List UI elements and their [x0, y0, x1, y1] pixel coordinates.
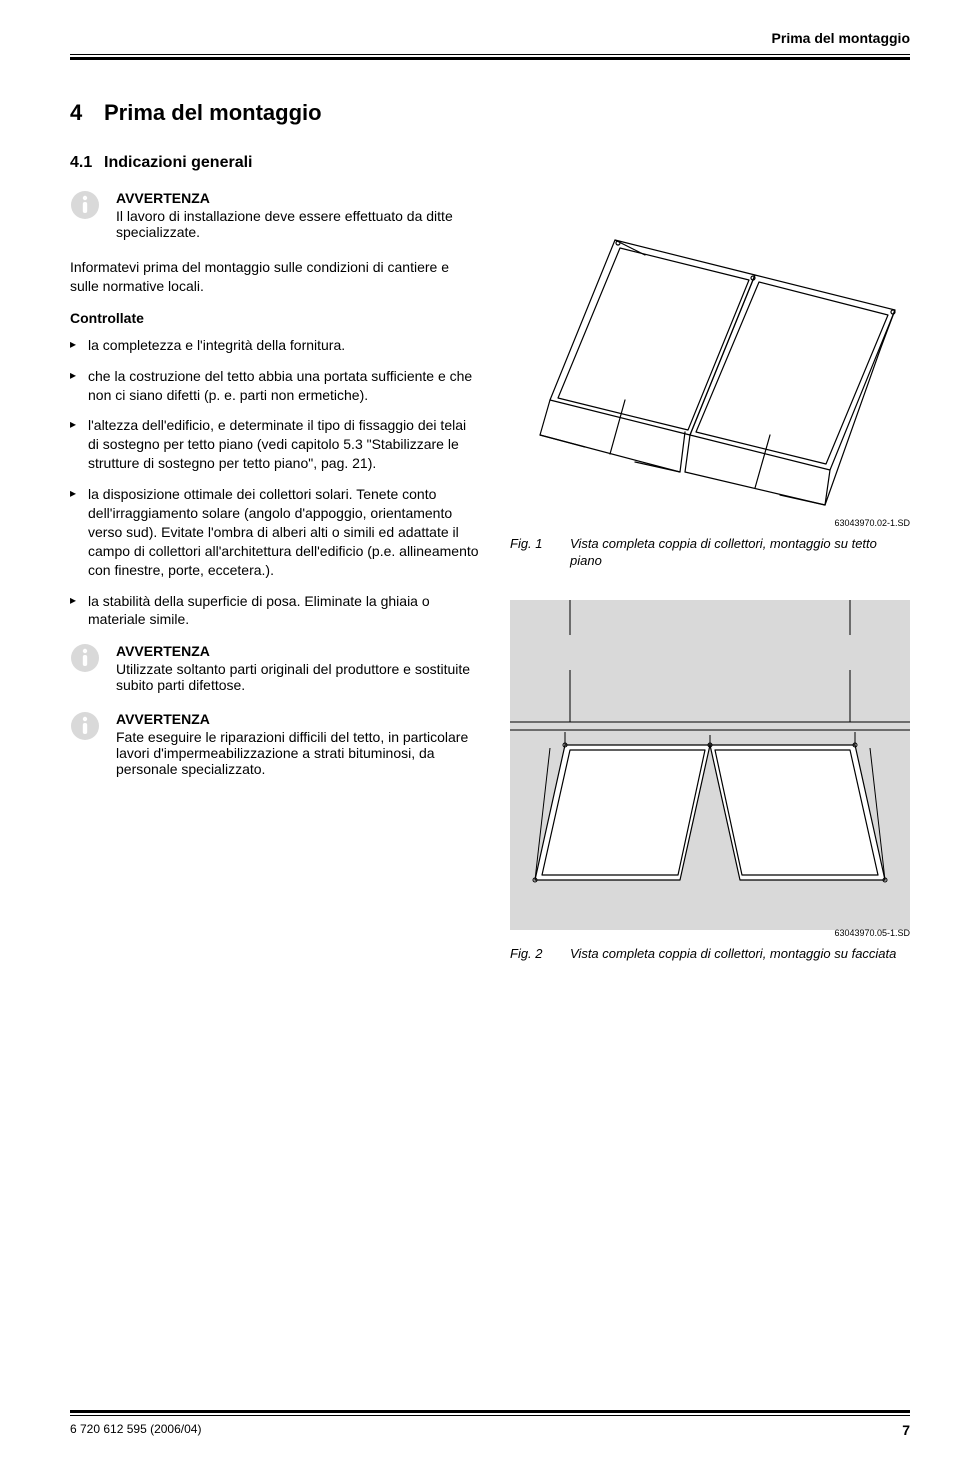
list-item: la disposizione ottimale dei collettori … [70, 485, 480, 579]
h2-number: 4.1 [70, 154, 104, 172]
page-footer: 6 720 612 595 (2006/04) 7 [70, 1410, 910, 1438]
figure-1-desc: Vista completa coppia di collettori, mon… [570, 536, 910, 570]
figure-1-caption: Fig. 1 Vista completa coppia di colletto… [510, 536, 910, 570]
list-item: la stabilità della superficie di posa. E… [70, 592, 480, 630]
figure-1-label: Fig. 1 [510, 536, 558, 570]
note-2: AVVERTENZA Utilizzate soltanto parti ori… [70, 643, 480, 693]
header-rule [70, 54, 910, 60]
right-column: 63043970.02-1.SD Fig. 1 Vista completa c… [510, 100, 910, 993]
note-1-body: Il lavoro di installazione deve essere e… [116, 208, 453, 240]
list-item: l'altezza dell'edificio, e determinate i… [70, 416, 480, 473]
figure-2-caption: Fig. 2 Vista completa coppia di colletto… [510, 946, 910, 963]
note-2-body: Utilizzate soltanto parti originali del … [116, 661, 470, 693]
info-icon [70, 190, 100, 220]
list-item: che la costruzione del tetto abbia una p… [70, 367, 480, 405]
note-3: AVVERTENZA Fate eseguire le riparazioni … [70, 711, 480, 777]
heading-1: 4Prima del montaggio [70, 100, 480, 126]
figure-2-desc: Vista completa coppia di collettori, mon… [570, 946, 910, 963]
footer-page-number: 7 [902, 1422, 910, 1438]
note-3-body: Fate eseguire le riparazioni difficili d… [116, 729, 468, 777]
paragraph-1: Informatevi prima del montaggio sulle co… [70, 258, 480, 296]
note-1: AVVERTENZA Il lavoro di installazione de… [70, 190, 480, 240]
footer-rule [70, 1410, 910, 1416]
figure-1-svg [510, 200, 910, 520]
heading-2: 4.1Indicazioni generali [70, 154, 480, 172]
left-column: 4Prima del montaggio 4.1Indicazioni gene… [70, 100, 480, 993]
figure-1-ref: 63043970.02-1.SD [510, 518, 910, 528]
controllate-heading: Controllate [70, 310, 480, 326]
list-item: la completezza e l'integrità della forni… [70, 336, 480, 355]
h2-text: Indicazioni generali [104, 154, 252, 171]
note-3-title: AVVERTENZA [116, 711, 480, 727]
figure-2-svg [510, 600, 910, 930]
figure-2-label: Fig. 2 [510, 946, 558, 963]
h1-number: 4 [70, 100, 104, 126]
footer-docid: 6 720 612 595 (2006/04) [70, 1422, 201, 1438]
info-icon [70, 643, 100, 673]
note-2-title: AVVERTENZA [116, 643, 480, 659]
note-1-title: AVVERTENZA [116, 190, 480, 206]
h1-text: Prima del montaggio [104, 100, 322, 125]
check-list: la completezza e l'integrità della forni… [70, 336, 480, 630]
info-icon [70, 711, 100, 741]
figure-2: 63043970.05-1.SD [510, 600, 910, 938]
figure-1: 63043970.02-1.SD [510, 200, 910, 528]
header-section-title: Prima del montaggio [70, 30, 910, 46]
